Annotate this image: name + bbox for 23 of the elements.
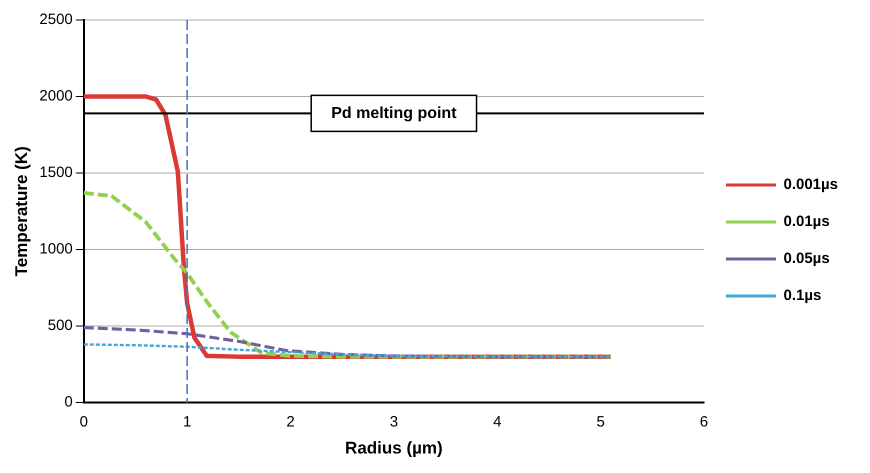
x-tick-label: 2 [286,414,295,431]
legend-label: 0.1µs [783,287,822,304]
line-series [84,343,612,358]
x-tick-label: 5 [596,414,605,431]
y-tick-label: 500 [48,317,73,334]
x-tick-label: 1 [182,414,192,431]
x-tick-label: 4 [493,414,502,431]
legend-label: 0.001µs [783,176,838,194]
y-tick-label: 2000 [39,88,73,105]
x-tick-label: 6 [700,414,708,431]
y-tick-label: 2500 [39,11,73,28]
y-tick-label: 1500 [39,164,73,182]
legend-label: 0.05µs [783,250,830,268]
x-axis-title: Radius (µm) [345,438,443,458]
legend-label: 0.01µs [783,213,830,230]
ref-line-label: Pd melting point [331,104,458,122]
line-series [84,191,613,359]
y-axis-title: Temperature (K) [12,146,31,276]
y-tick-label: 1000 [39,240,73,258]
x-tick-label: 3 [390,414,398,431]
line-series [84,326,612,358]
y-tick-label: 0 [64,394,73,411]
x-tick-label: 0 [80,414,88,431]
